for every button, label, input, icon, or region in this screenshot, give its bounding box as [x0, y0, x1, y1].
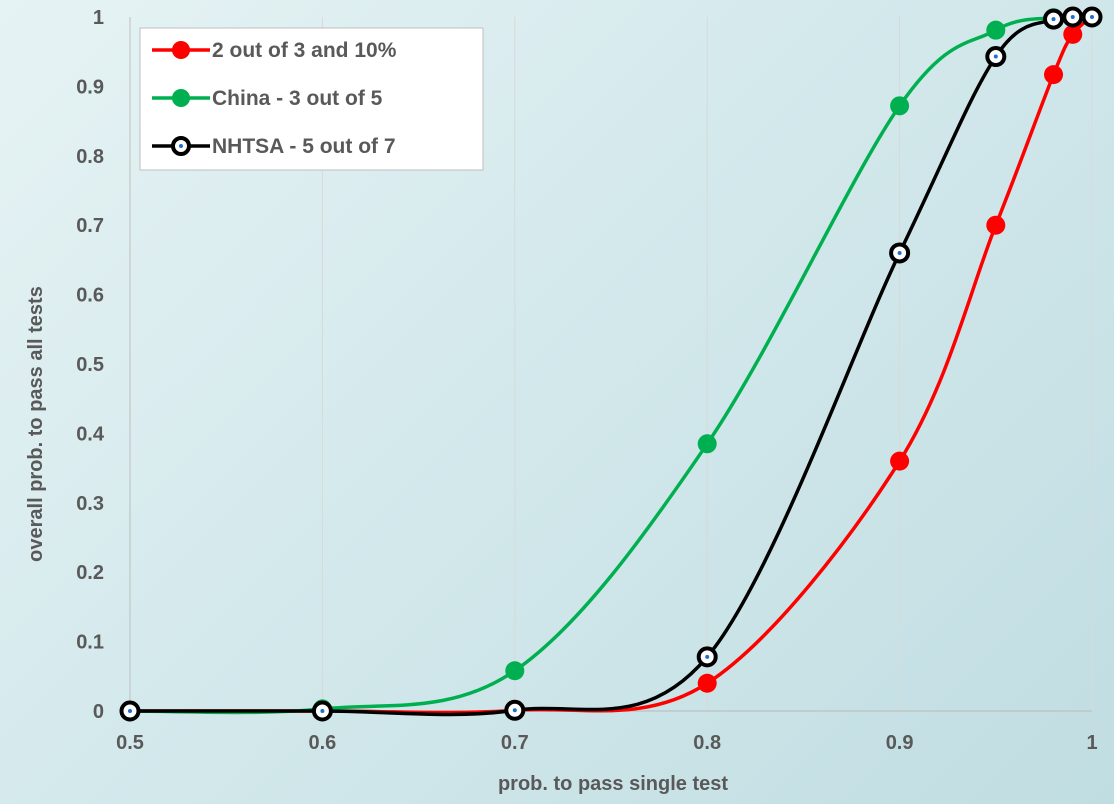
plot-series: [119, 6, 1103, 722]
data-point-marker: [986, 20, 1006, 40]
legend-label: 2 out of 3 and 10%: [212, 39, 397, 62]
y-tick-label: 0.8: [76, 146, 104, 168]
data-point-marker: [505, 661, 525, 681]
x-tick-label: 0.8: [693, 732, 721, 754]
data-point-marker: [890, 451, 910, 471]
data-point-center: [1090, 15, 1094, 19]
x-tick-label: 0.7: [501, 732, 529, 754]
data-point-center: [512, 708, 517, 713]
data-point-center: [993, 54, 998, 59]
y-tick-label: 0.9: [76, 76, 104, 98]
y-tick-label: 0.5: [76, 354, 104, 376]
y-tick-label: 1: [93, 7, 104, 29]
x-tick-label: 0.5: [116, 732, 144, 754]
legend-swatch-marker: [172, 41, 190, 59]
x-tick-label: 1: [1086, 732, 1097, 754]
y-tick-label: 0.2: [76, 562, 104, 584]
data-point-center: [1051, 17, 1056, 22]
x-axis-title: prob. to pass single test: [498, 773, 728, 795]
legend-label: NHTSA - 5 out of 7: [212, 135, 396, 158]
data-point-center: [897, 250, 902, 255]
y-tick-label: 0.3: [76, 493, 104, 515]
data-point-center: [1070, 15, 1075, 19]
data-point-marker: [1044, 65, 1064, 85]
y-tick-label: 0.4: [76, 423, 105, 445]
data-point-marker: [697, 434, 717, 454]
y-axis-title: overall prob. to pass all tests: [25, 286, 47, 562]
data-point-marker: [1063, 24, 1083, 44]
gridlines: [321, 17, 1093, 711]
legend-entry: NHTSA - 5 out of 7: [152, 135, 396, 158]
data-point-center: [320, 709, 325, 713]
data-point-marker: [890, 96, 910, 116]
legend-entry: China - 3 out of 5: [152, 87, 383, 110]
data-point-marker: [986, 215, 1006, 235]
y-tick-label: 0.1: [76, 632, 104, 654]
data-point-marker: [697, 673, 717, 693]
legend: 2 out of 3 and 10% China - 3 out of 5 NH…: [139, 27, 484, 171]
legend-entry: 2 out of 3 and 10%: [152, 39, 397, 62]
x-tick-label: 0.6: [308, 732, 336, 754]
data-point-center: [705, 654, 710, 659]
legend-swatch-marker: [172, 89, 190, 107]
legend-swatch-center: [179, 144, 183, 148]
series-2: [119, 6, 1103, 722]
y-tick-label: 0.7: [76, 215, 104, 237]
tick-labels: 0.5 0.6 0.7 0.8 0.9 1 0 0.1 0.2 0.3 0.4 0.5 0.6 0.7 0.…: [76, 7, 1097, 754]
legend-label: China - 3 out of 5: [212, 87, 383, 110]
y-tick-label: 0: [93, 701, 104, 723]
x-tick-label: 0.9: [886, 732, 914, 754]
y-tick-label: 0.6: [76, 285, 104, 307]
data-point-center: [128, 709, 132, 713]
